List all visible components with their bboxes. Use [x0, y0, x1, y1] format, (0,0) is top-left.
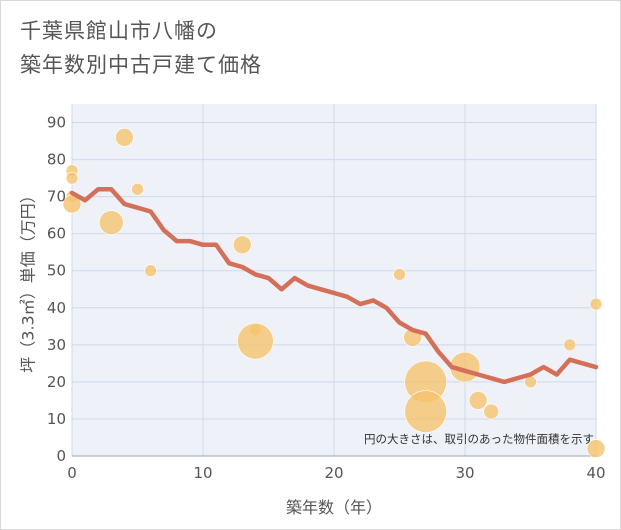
bubble-point-19 [563, 338, 577, 352]
x-axis-title: 築年数（年） [286, 498, 382, 517]
grid-lines [71, 104, 597, 457]
bubble-point-20 [589, 297, 603, 311]
bubble-layer [62, 128, 606, 458]
y-tick-labels: 0 10 20 30 40 50 60 70 80 90 [47, 114, 66, 465]
x-tick-40: 40 [586, 464, 605, 482]
chart-title-line2: 築年数別中古戸建て価格 [20, 53, 262, 77]
chart-title: 千葉県館山市八幡の 築年数別中古戸建て価格 [20, 14, 262, 82]
y-tick-80: 80 [47, 151, 66, 169]
y-tick-20: 20 [47, 373, 66, 391]
x-tick-labels: 0 10 20 30 40 [67, 464, 605, 482]
bubble-point-7 [144, 264, 157, 278]
x-tick-30: 30 [455, 464, 474, 482]
size-note: 円の大きさは、取引のあった物件面積を示す [364, 432, 594, 446]
y-tick-30: 30 [47, 336, 66, 354]
x-tick-20: 20 [324, 464, 343, 482]
bubble-point-6 [131, 182, 144, 196]
bubble-point-10 [237, 322, 274, 360]
y-tick-90: 90 [47, 114, 66, 132]
y-tick-0: 0 [56, 447, 66, 465]
y-tick-10: 10 [47, 410, 66, 428]
y-axis-title: 坪（3.3㎡）単価（万円） [19, 187, 38, 372]
chart-title-line1: 千葉県館山市八幡の [20, 19, 218, 43]
bubble-point-1 [65, 171, 79, 185]
bubble-point-11 [393, 268, 406, 281]
bubble-point-17 [483, 403, 500, 420]
bubble-point-5 [115, 128, 134, 147]
y-tick-40: 40 [47, 299, 66, 317]
bubble-point-21 [586, 439, 606, 458]
bubble-point-14 [404, 390, 448, 433]
y-tick-50: 50 [47, 262, 66, 280]
bubble-point-4 [99, 210, 124, 235]
average-price-line [69, 186, 599, 385]
x-tick-10: 10 [193, 464, 212, 482]
y-tick-70: 70 [47, 188, 66, 206]
y-tick-60: 60 [47, 225, 66, 243]
bubble-point-8 [233, 235, 252, 255]
bubble-point-16 [468, 391, 488, 410]
x-tick-0: 0 [67, 464, 77, 482]
